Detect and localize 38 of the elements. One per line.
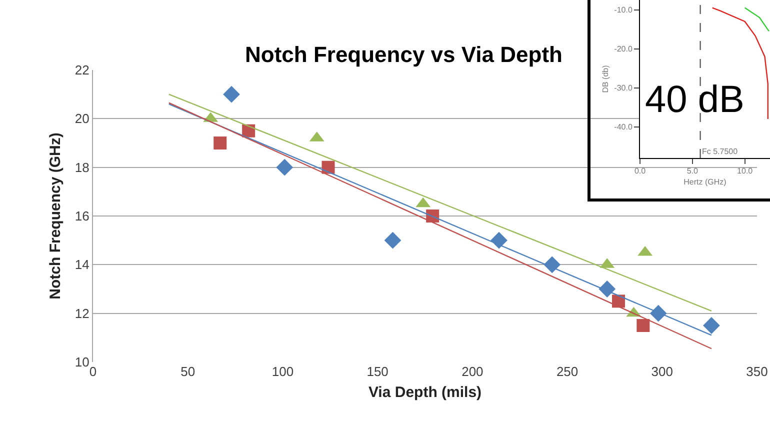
y-tick-label: 14 bbox=[74, 257, 90, 272]
x-tick-label: 50 bbox=[180, 364, 196, 379]
x-tick-label: 250 bbox=[556, 364, 578, 379]
y-axis-title: DB (db) bbox=[600, 64, 610, 93]
y-tick-label: 22 bbox=[74, 62, 90, 78]
x-tick-label: 10.0 bbox=[737, 166, 754, 176]
y-tick-label: -20.0 bbox=[614, 44, 633, 54]
point bbox=[544, 256, 561, 274]
x-tick-label: 0.0 bbox=[634, 166, 646, 176]
point bbox=[276, 158, 294, 176]
point bbox=[214, 136, 227, 150]
point bbox=[636, 319, 650, 332]
y-tick-label: 20 bbox=[74, 111, 90, 126]
point bbox=[703, 317, 720, 334]
x-tick-label: 300 bbox=[651, 364, 673, 379]
point bbox=[598, 280, 616, 298]
y-tick-label: -10.0 bbox=[614, 6, 633, 15]
x-axis-title: Hertz (GHz) bbox=[684, 178, 727, 187]
x-tick-label: 350 bbox=[746, 364, 768, 379]
chart-title: Notch Frequency vs Via Depth bbox=[245, 42, 562, 67]
annotation: 40 dB bbox=[645, 79, 744, 121]
x-tick-label: 200 bbox=[462, 364, 484, 379]
x-tick-label: 5.0 bbox=[686, 166, 699, 176]
y-tick-label: -30.0 bbox=[614, 84, 633, 93]
y-axis-title: Notch Frequency (GHz) bbox=[47, 132, 64, 300]
y-tick-label: 16 bbox=[74, 208, 90, 224]
ref-line-label: Fc 5.7500 bbox=[702, 147, 738, 156]
x-tick-label: 0 bbox=[89, 364, 97, 379]
point bbox=[490, 232, 508, 249]
x-tick-label: 150 bbox=[366, 364, 388, 379]
y-tick-label: 12 bbox=[74, 306, 90, 321]
y-tick-label: -40.0 bbox=[614, 122, 633, 132]
x-tick-label: 100 bbox=[272, 364, 294, 379]
y-tick-label: 18 bbox=[74, 160, 90, 175]
point bbox=[223, 86, 240, 103]
x-axis-title: Via Depth (mils) bbox=[368, 384, 482, 401]
y-tick-label: 10 bbox=[74, 354, 90, 370]
point bbox=[384, 232, 402, 249]
